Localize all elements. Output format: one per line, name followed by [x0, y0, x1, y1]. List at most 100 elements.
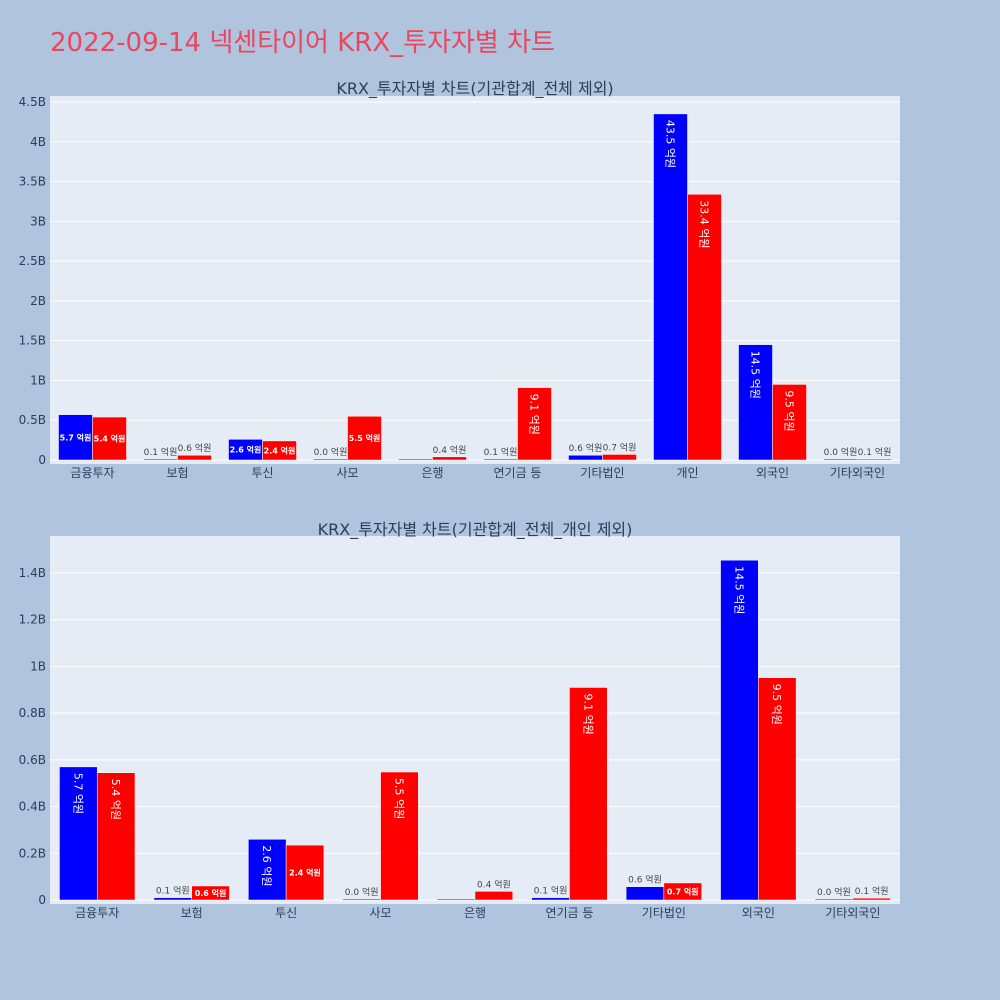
- data-label: 0.0 억원: [345, 886, 379, 898]
- bar: [814, 898, 854, 901]
- bar: [59, 766, 98, 901]
- x-tick-label: 사모: [370, 906, 392, 920]
- data-label: 0.4 억원: [477, 878, 511, 890]
- y-tick-label: 0: [38, 453, 46, 467]
- x-tick-label: 보험: [166, 466, 188, 480]
- x-tick-label: 기타법인: [642, 906, 686, 920]
- y-tick-label: 0.5B: [19, 413, 46, 427]
- bar: [772, 384, 807, 461]
- bar: [625, 886, 665, 901]
- x-tick-label: 은행: [421, 465, 443, 480]
- bar: [474, 891, 514, 901]
- data-label: 5.5 억원: [349, 433, 381, 443]
- data-label: 5.7 억원: [60, 432, 92, 442]
- bar: [568, 454, 603, 461]
- bar: [380, 771, 419, 901]
- x-tick-label: 은행: [464, 905, 486, 920]
- bar: [92, 416, 127, 461]
- data-label: 0.1 억원: [534, 885, 568, 897]
- x-tick-label: 외국인: [756, 466, 789, 480]
- chart-2: 0 0.2B 0.4B 0.6B 0.8B 1B 1.2B 1.4B KRX_투자자별 차트(기…: [19, 520, 900, 920]
- y-tick-label: 0.2B: [19, 846, 46, 860]
- bar: [248, 839, 287, 901]
- bar: [531, 897, 570, 901]
- bar: [857, 458, 892, 461]
- data-label: 43.5 억원: [664, 120, 677, 168]
- y-tick-label: 1.5B: [19, 334, 46, 348]
- data-label: 5.7 억원: [71, 773, 84, 814]
- page-title: 2022-09-14 넥센타이어 KRX_투자자별 차트: [50, 28, 555, 58]
- bar: [436, 898, 476, 901]
- data-label: 0.6 억원: [178, 442, 212, 454]
- data-label: 0.7 억원: [603, 441, 637, 453]
- bar: [738, 344, 773, 461]
- bar: [569, 687, 608, 901]
- data-label: 0.0 억원: [314, 446, 348, 458]
- data-label: 0.6 억원: [195, 888, 227, 898]
- x-tick-label: 보험: [181, 906, 203, 920]
- x-tick-label: 사모: [336, 466, 358, 480]
- y-tick-label: 0: [38, 893, 46, 907]
- data-label: 0.4 억원: [433, 444, 467, 456]
- data-label: 9.1 억원: [528, 394, 541, 435]
- data-label: 0.1 억원: [855, 885, 889, 897]
- data-label: 0.1 억원: [858, 446, 892, 458]
- data-label: 14.5 억원: [732, 566, 745, 614]
- data-label: 5.4 억원: [109, 779, 122, 820]
- bar: [58, 414, 93, 461]
- data-label: 5.4 억원: [94, 434, 126, 444]
- data-label: 33.4 억원: [698, 200, 711, 248]
- data-label: 0.0 억원: [817, 886, 851, 898]
- bar: [852, 897, 891, 901]
- x-tick-label: 기타외국인: [830, 466, 885, 480]
- data-label: 2.6 억원: [230, 445, 262, 455]
- y-tick-label: 2B: [30, 294, 46, 308]
- y-tick-label: 3B: [30, 214, 46, 228]
- y-tick-label: 1B: [30, 373, 46, 387]
- bar: [517, 387, 552, 461]
- data-label: 9.1 억원: [581, 693, 594, 734]
- data-label: 0.0 억원: [824, 446, 858, 458]
- x-tick-label: 기타법인: [580, 466, 624, 480]
- x-tick-label: 금융투자: [70, 466, 114, 480]
- data-label: 5.5 억원: [392, 778, 405, 819]
- data-label: 9.5 억원: [783, 390, 796, 431]
- bar: [177, 454, 212, 461]
- bar: [823, 458, 858, 461]
- bar: [483, 458, 518, 461]
- x-tick-label: 개인: [676, 466, 698, 480]
- data-label: 0.6 억원: [628, 874, 662, 886]
- data-label: 0.1 억원: [156, 885, 190, 897]
- data-label: 0.1 억원: [144, 446, 178, 458]
- bar: [687, 194, 722, 461]
- bar: [143, 458, 178, 461]
- y-tick-label: 2.5B: [19, 254, 46, 268]
- x-tick-label: 투신: [275, 906, 297, 920]
- y-tick-label: 1.2B: [19, 613, 46, 627]
- bar: [653, 113, 688, 461]
- y-tick-label: 4B: [30, 135, 46, 149]
- y-tick-label: 0.6B: [19, 753, 46, 767]
- data-label: 9.5 억원: [770, 684, 783, 725]
- data-label: 0.1 억원: [484, 446, 518, 458]
- x-tick-label: 금융투자: [75, 906, 119, 920]
- data-label: 2.4 억원: [264, 445, 296, 455]
- data-label: 14.5 억원: [749, 351, 762, 399]
- bar: [663, 882, 702, 901]
- chart-title: KRX_투자자별 차트(기관합계_전체 제외): [336, 79, 613, 99]
- y-tick-label: 1.4B: [19, 566, 46, 580]
- y-tick-label: 3.5B: [19, 175, 46, 189]
- bar: [285, 844, 325, 901]
- chart-title: KRX_투자자별 차트(기관합계_전체_개인 제외): [318, 520, 633, 540]
- data-label: 2.4 억원: [289, 868, 321, 878]
- bar: [398, 458, 433, 461]
- data-label: 0.7 억원: [667, 886, 699, 896]
- y-tick-label: 4.5B: [19, 95, 46, 109]
- bar: [432, 456, 467, 461]
- chart-1: 0 0.5B 1B 1.5B 2B 2.5B 3B 3.5B 4B 4.5B KRX_투자자별 차트…: [19, 79, 900, 480]
- bar: [262, 440, 297, 461]
- data-label: 0.6 억원: [569, 442, 603, 454]
- x-tick-label: 연기금 등: [545, 906, 593, 920]
- bar: [758, 677, 797, 901]
